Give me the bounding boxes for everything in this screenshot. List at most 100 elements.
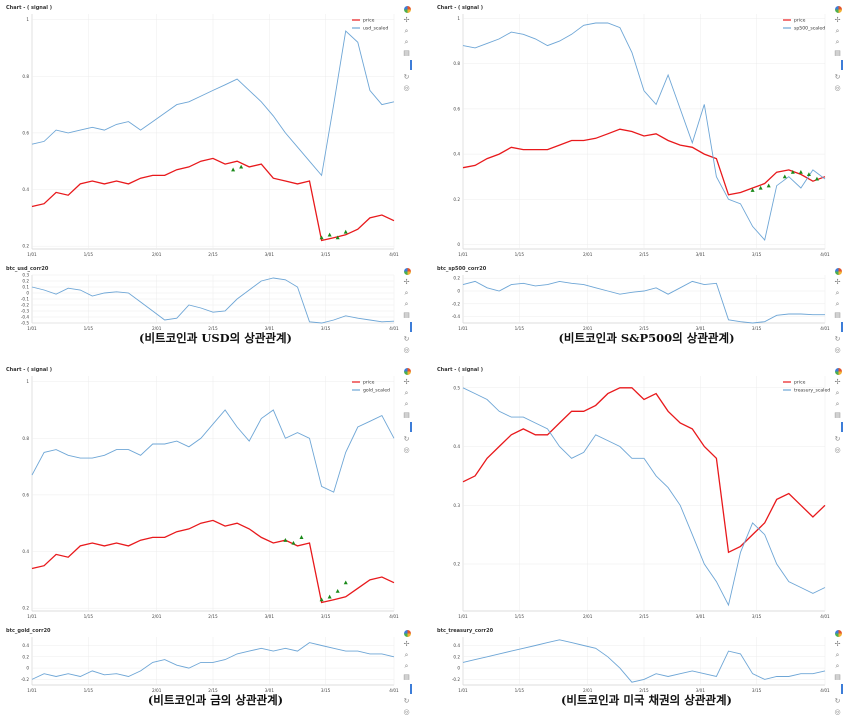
signal-marker — [299, 535, 304, 539]
x-tick-label: 1/01 — [27, 326, 37, 330]
box-zoom-icon[interactable]: ⌕ — [404, 389, 409, 397]
save-icon[interactable]: ▤ — [403, 311, 410, 319]
box-zoom-icon[interactable]: ⌕ — [835, 27, 840, 35]
signal-marker — [798, 169, 803, 174]
y-tick-label: 0 — [26, 291, 29, 296]
pan-icon[interactable]: ✢ — [403, 640, 410, 648]
x-tick-label: 4/01 — [820, 614, 830, 619]
y-tick-label: 0.3 — [22, 273, 29, 278]
x-tick-label: 1/01 — [458, 252, 468, 257]
y-tick-label: 0 — [457, 242, 460, 247]
chart-panel: Chart - ( signal ) 0.2 0.4 0.6 0.8 1 1/01 1/15 2… — [0, 0, 431, 358]
box-zoom-icon[interactable]: ⌕ — [835, 389, 840, 397]
active-tool-indicator — [410, 684, 412, 694]
box-zoom-icon[interactable]: ⌕ — [404, 651, 409, 659]
x-tick-label: 2/01 — [583, 614, 593, 619]
x-tick-label: 4/01 — [389, 614, 399, 619]
y-tick-label: 0.3 — [453, 503, 460, 508]
hover-icon[interactable]: ◎ — [403, 84, 410, 92]
hover-icon[interactable]: ◎ — [834, 346, 841, 354]
x-tick-label: 3/01 — [265, 252, 275, 257]
reset-icon[interactable]: ↻ — [834, 335, 841, 343]
wheel-zoom-icon[interactable]: ⌕ — [404, 38, 409, 46]
hover-icon[interactable]: ◎ — [834, 446, 841, 454]
x-tick-label: 2/01 — [152, 326, 162, 330]
x-tick-label: 1/15 — [515, 326, 525, 330]
y-tick-label: 0.2 — [453, 562, 460, 567]
reset-icon[interactable]: ↻ — [403, 435, 410, 443]
signal-marker — [239, 164, 244, 169]
hover-icon[interactable]: ◎ — [403, 708, 410, 716]
hover-icon[interactable]: ◎ — [403, 446, 410, 454]
x-tick-label: 1/15 — [84, 252, 94, 257]
x-tick-label: 3/15 — [321, 614, 331, 619]
save-icon[interactable]: ▤ — [834, 411, 841, 419]
pan-icon[interactable]: ✢ — [403, 378, 410, 386]
wheel-zoom-icon[interactable]: ⌕ — [835, 38, 840, 46]
save-icon[interactable]: ▤ — [403, 411, 410, 419]
y-tick-label: 0.6 — [453, 106, 460, 111]
x-tick-label: 3/01 — [696, 252, 706, 257]
signal-marker — [343, 580, 348, 585]
box-zoom-icon[interactable]: ⌕ — [404, 289, 409, 297]
save-icon[interactable]: ▤ — [834, 673, 841, 681]
signal-marker — [291, 540, 296, 545]
pan-icon[interactable]: ✢ — [834, 278, 841, 286]
box-zoom-icon[interactable]: ⌕ — [404, 27, 409, 35]
chart-title: Chart - ( signal ) — [437, 367, 483, 373]
y-tick-label: -0.5 — [21, 321, 30, 326]
bokeh-logo-icon — [834, 6, 842, 13]
chart-title: btc_sp500_corr20 — [437, 266, 487, 272]
wheel-zoom-icon[interactable]: ⌕ — [404, 300, 409, 308]
signal-marker — [782, 174, 787, 179]
reset-icon[interactable]: ↻ — [834, 697, 841, 705]
x-tick-label: 4/01 — [820, 326, 830, 330]
reset-icon[interactable]: ↻ — [403, 697, 410, 705]
save-icon[interactable]: ▤ — [403, 673, 410, 681]
pan-icon[interactable]: ✢ — [834, 378, 841, 386]
x-tick-label: 1/01 — [27, 614, 37, 619]
save-icon[interactable]: ▤ — [834, 49, 841, 57]
reset-icon[interactable]: ↻ — [403, 73, 410, 81]
pan-icon[interactable]: ✢ — [403, 16, 410, 24]
wheel-zoom-icon[interactable]: ⌕ — [835, 662, 840, 670]
box-zoom-icon[interactable]: ⌕ — [835, 651, 840, 659]
pan-icon[interactable]: ✢ — [834, 640, 841, 648]
main-toolbar: ✢ ⌕ ⌕ ▤ ↻ ◎ — [833, 6, 843, 95]
reset-icon[interactable]: ↻ — [403, 335, 410, 343]
signal-marker — [758, 185, 763, 190]
reset-icon[interactable]: ↻ — [834, 435, 841, 443]
wheel-zoom-icon[interactable]: ⌕ — [404, 662, 409, 670]
box-zoom-icon[interactable]: ⌕ — [835, 289, 840, 297]
wheel-zoom-icon[interactable]: ⌕ — [835, 400, 840, 408]
x-tick-label: 4/01 — [389, 326, 399, 330]
save-icon[interactable]: ▤ — [834, 311, 841, 319]
y-tick-label: 0 — [26, 666, 29, 671]
y-tick-label: 0.1 — [22, 285, 29, 290]
x-tick-label: 2/15 — [208, 326, 218, 330]
reset-icon[interactable]: ↻ — [834, 73, 841, 81]
x-tick-label: 2/15 — [208, 614, 218, 619]
chart-title: Chart - ( signal ) — [6, 367, 52, 373]
pan-icon[interactable]: ✢ — [834, 16, 841, 24]
hover-icon[interactable]: ◎ — [403, 346, 410, 354]
wheel-zoom-icon[interactable]: ⌕ — [835, 300, 840, 308]
bokeh-logo-icon — [834, 268, 842, 275]
save-icon[interactable]: ▤ — [403, 49, 410, 57]
corr-toolbar: ✢ ⌕ ⌕ ▤ ↻ ◎ — [402, 630, 412, 719]
x-tick-label: 4/01 — [389, 688, 399, 692]
x-tick-label: 4/01 — [820, 252, 830, 257]
series-line-btc_usd_corr20 — [31, 277, 395, 324]
y-tick-label: 0.8 — [453, 61, 460, 66]
y-tick-label: 0.2 — [453, 654, 460, 659]
hover-icon[interactable]: ◎ — [834, 708, 841, 716]
wheel-zoom-icon[interactable]: ⌕ — [404, 400, 409, 408]
pan-icon[interactable]: ✢ — [403, 278, 410, 286]
main-toolbar: ✢ ⌕ ⌕ ▤ ↻ ◎ — [402, 6, 412, 95]
x-tick-label: 1/15 — [84, 688, 94, 692]
bokeh-logo-icon — [834, 630, 842, 637]
y-tick-label: 1 — [457, 16, 460, 21]
x-tick-label: 1/15 — [515, 688, 525, 692]
hover-icon[interactable]: ◎ — [834, 84, 841, 92]
y-tick-label: -0.4 — [452, 314, 461, 319]
